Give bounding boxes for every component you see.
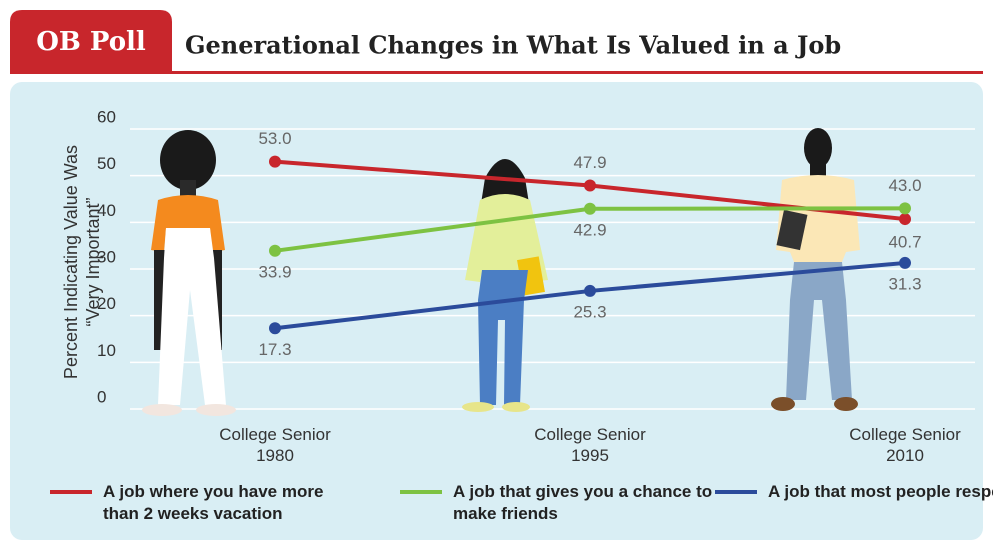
point [269,322,281,335]
point [899,256,911,269]
y-tick-label: 0 [97,387,106,406]
legend-label: A job that most people respect [768,482,993,501]
point [899,213,911,226]
point [269,244,281,257]
figure-2010 [771,128,860,411]
point [584,284,596,297]
y-axis-label: Percent Indicating Value Was “Very Impor… [61,144,103,380]
data-label: 25.3 [573,302,606,321]
data-label: 40.7 [888,233,921,252]
header-rule [10,71,983,74]
data-label: 31.3 [888,274,921,293]
data-label: 53.0 [258,129,291,148]
point [899,202,911,215]
data-label: 43.0 [888,176,921,195]
legend-label: A job where you have more than 2 weeks v… [103,482,324,523]
figure-1980 [142,130,236,416]
point [269,155,281,168]
data-label: 17.3 [258,340,291,359]
tag-box [10,10,172,72]
y-tick-label: 50 [97,154,116,173]
y-tick-label: 40 [97,201,116,220]
point [584,179,596,192]
y-tick-label: 60 [97,107,116,126]
data-label: 47.9 [573,153,606,172]
y-tick-label: 20 [97,294,116,313]
legend-label: A job that gives you a chance to make fr… [453,482,713,523]
y-tick-label: 30 [97,247,116,266]
data-label: 42.9 [573,220,606,239]
data-label: 33.9 [258,262,291,281]
y-tick-label: 10 [97,341,116,360]
x-tick-label: College Senior 1980 [219,425,331,465]
chart-title: Generational Changes in What Is Valued i… [185,31,841,60]
x-tick-label: College Senior 2010 [849,425,961,465]
point [584,202,596,215]
x-tick-label: College Senior 1995 [534,425,646,465]
tag: OB Poll [36,27,146,57]
